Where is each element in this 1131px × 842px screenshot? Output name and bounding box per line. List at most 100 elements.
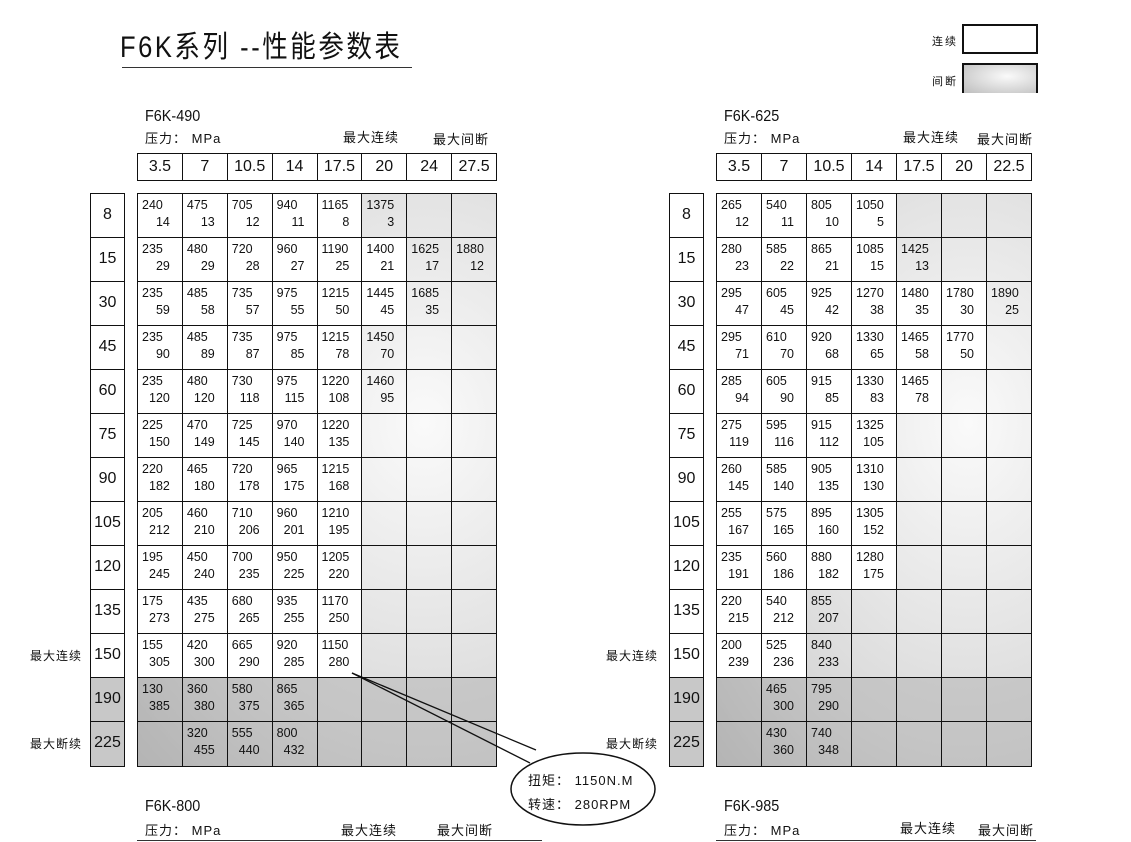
displacement-cell: 75	[670, 414, 703, 458]
table-cell: 735 57	[227, 282, 273, 325]
table-cell: 1170 250	[317, 590, 363, 633]
legend-intermittent-label: 间断	[932, 76, 958, 88]
displacement-cell: 45	[670, 326, 703, 370]
speed-value: 440	[238, 743, 260, 757]
speed-value: 280	[328, 655, 350, 669]
table-cell: 220 182	[138, 458, 183, 501]
speed-value: 210	[193, 523, 215, 537]
speed-value: 22	[780, 259, 794, 273]
displacement-cell: 15	[91, 238, 124, 282]
speed-value: 47	[735, 303, 749, 317]
torque-value: 735	[231, 286, 253, 300]
torque-value: 255	[721, 506, 742, 520]
torque-value: 720	[231, 462, 253, 476]
table-cell	[897, 678, 942, 721]
table-cell: 465 300	[762, 678, 807, 721]
table-cell: 935 255	[272, 590, 318, 633]
table-row: 265 12 540 11 805 10 1050 5	[717, 194, 1031, 238]
speed-value: 68	[825, 347, 839, 361]
speed-value: 300	[773, 699, 794, 713]
torque-value: 1375	[366, 198, 395, 212]
torque-value: 1400	[366, 242, 395, 256]
speed-value: 182	[818, 567, 839, 581]
table-cell: 295 71	[717, 326, 762, 369]
displacement-cell: 90	[91, 458, 124, 502]
torque-value: 225	[142, 418, 163, 432]
torque-value: 700	[231, 550, 253, 564]
table-row: 175 273 435 275 680 265 935 255 1170 250	[138, 590, 496, 634]
table-cell: 435 275	[182, 590, 228, 633]
displacement-cell: 120	[670, 546, 703, 590]
displacement-cell: 190	[670, 678, 703, 722]
table-cell: 1685 35	[407, 282, 453, 325]
table-cell	[942, 546, 987, 589]
table-cell: 1375 3	[362, 194, 408, 237]
speed-value: 90	[155, 347, 170, 361]
displacement-cell: 225	[91, 722, 124, 766]
speed-value: 348	[818, 743, 839, 757]
table-cell: 320 455	[183, 722, 228, 766]
torque-value: 905	[811, 462, 832, 476]
table-cell	[897, 590, 942, 633]
speed-value: 233	[818, 655, 839, 669]
table-cell: 240 14	[138, 194, 183, 237]
pressure-label: 压力： MPa	[724, 823, 801, 838]
torque-value: 420	[186, 638, 208, 652]
table-cell	[407, 502, 453, 545]
speed-value: 59	[155, 303, 170, 317]
table-cell	[318, 722, 363, 766]
torque-value: 195	[142, 550, 163, 564]
torque-value: 1310	[856, 462, 884, 476]
table-cell	[852, 590, 897, 633]
table-cell: 915 85	[807, 370, 852, 413]
torque-value: 220	[142, 462, 163, 476]
torque-value: 940	[276, 198, 298, 212]
torque-value: 605	[766, 374, 787, 388]
table-row: 255 167 575 165 895 160 1305 152	[717, 502, 1031, 546]
table-cell: 735 87	[227, 326, 273, 369]
displacement-cell: 60	[91, 370, 124, 414]
torque-value: 1220	[321, 374, 350, 388]
table-cell: 805 10	[807, 194, 852, 237]
speed-value: 225	[283, 567, 305, 581]
table-cell: 940 11	[272, 194, 318, 237]
torque-value: 1460	[366, 374, 395, 388]
table-cell: 235 29	[138, 238, 183, 281]
torque-value: 855	[811, 594, 832, 608]
table-cell	[362, 546, 408, 589]
displacement-cell: 90	[670, 458, 703, 502]
table-cell: 475 13	[182, 194, 228, 237]
table-cell: 725 145	[227, 414, 273, 457]
pressure-header-cell: 17.5	[318, 154, 363, 180]
speed-value: 71	[735, 347, 749, 361]
torque-value: 970	[276, 418, 298, 432]
speed-value: 25	[1005, 303, 1019, 317]
speed-value: 11	[291, 215, 305, 229]
displacement-cell: 150	[91, 634, 124, 678]
table-cell: 905 135	[807, 458, 852, 501]
legend-continuous-swatch	[962, 24, 1038, 54]
torque-value: 480	[186, 242, 208, 256]
torque-value: 555	[231, 726, 253, 740]
torque-value: 1170	[321, 594, 349, 608]
table-cell	[407, 458, 453, 501]
torque-value: 1305	[856, 506, 884, 520]
table-row: 130 385 360 380 580 375 865 365	[138, 678, 496, 722]
table-cell	[717, 722, 762, 766]
torque-value: 485	[186, 330, 208, 344]
table-cell: 925 42	[807, 282, 852, 325]
table-cell: 730 118	[227, 370, 273, 413]
speed-value: 130	[863, 479, 884, 493]
speed-value: 168	[328, 479, 350, 493]
torque-value: 205	[142, 506, 163, 520]
speed-value: 78	[335, 347, 350, 361]
table-cell: 595 116	[762, 414, 807, 457]
torque-value: 795	[811, 682, 832, 696]
max-continuous-label: 最大连续	[903, 130, 960, 145]
table-cell: 255 167	[717, 502, 762, 545]
table-row: 220 215 540 212 855 207	[717, 590, 1031, 634]
speed-value: 140	[773, 479, 794, 493]
torque-value: 730	[231, 374, 253, 388]
table-cell	[942, 458, 987, 501]
